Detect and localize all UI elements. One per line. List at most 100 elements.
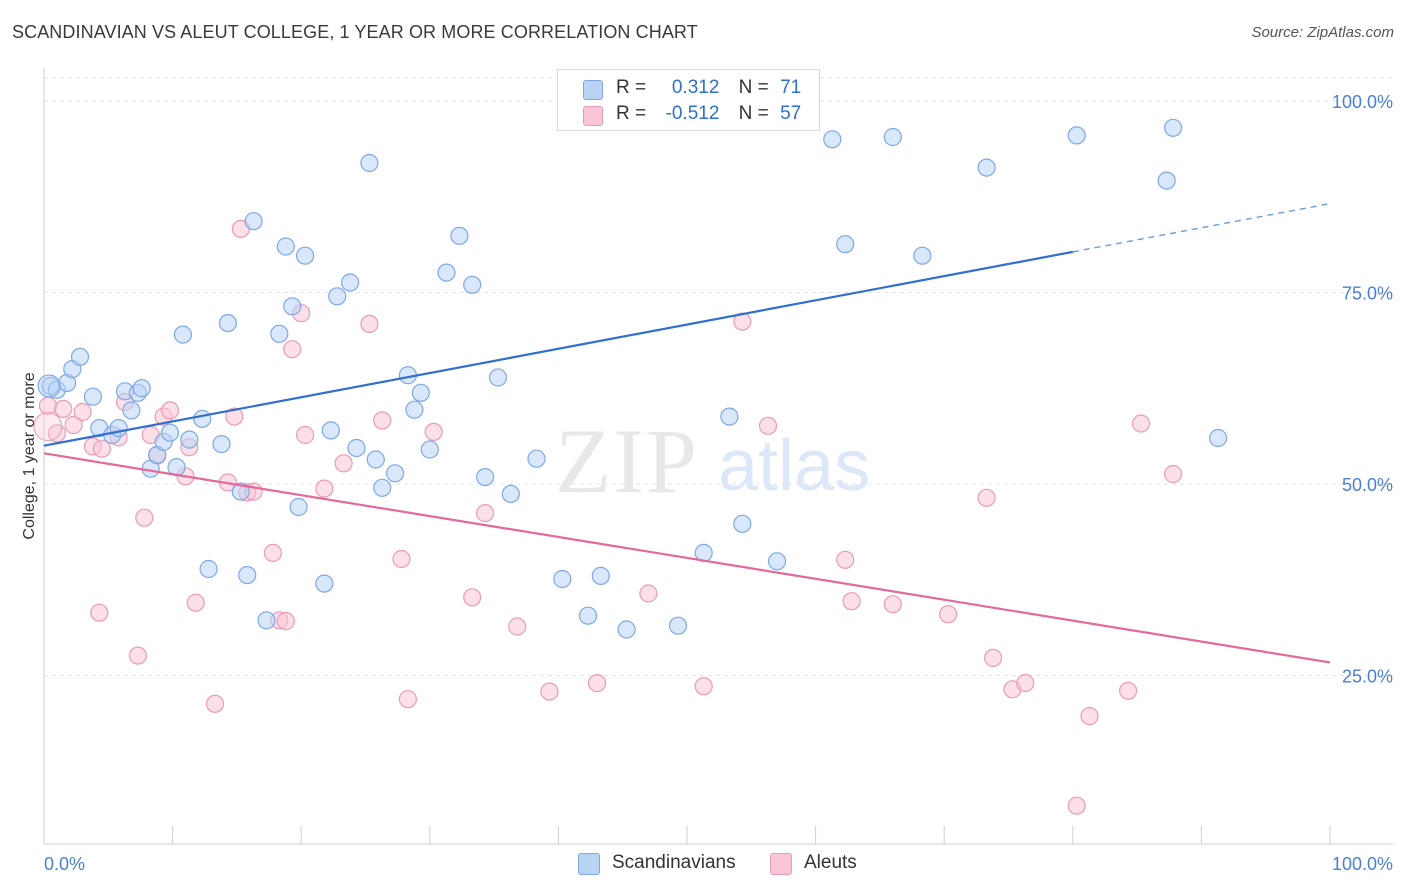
scandinavians-trend-line <box>43 250 1074 447</box>
scandinavian-point <box>836 235 855 254</box>
scandinavian-point <box>109 419 128 438</box>
legend-r-label: R = <box>616 77 647 98</box>
y-axis-label: College, 1 year or more <box>21 372 38 539</box>
aleuts-trend-line <box>43 452 1331 664</box>
aleut-point <box>476 503 495 523</box>
scandinavian-point <box>1067 126 1086 145</box>
aleut-point <box>842 592 861 611</box>
aleut-point <box>508 617 527 636</box>
aleut-point <box>186 593 205 612</box>
scandinavian-point <box>578 606 598 625</box>
aleut-point <box>90 603 109 622</box>
scandinavian-point <box>591 566 610 586</box>
scandinavian-point <box>733 514 752 533</box>
scandinavian-point <box>1163 118 1183 137</box>
legend-r-value: -0.512 <box>665 103 720 124</box>
scandinavian-point <box>360 153 379 173</box>
scandinavian-point <box>405 400 424 419</box>
aleut-point <box>1016 673 1035 693</box>
aleut-point <box>758 416 778 435</box>
scandinavian-point <box>70 347 90 366</box>
chart-title: SCANDINAVIAN VS ALEUT COLLEGE, 1 YEAR OR… <box>12 22 698 42</box>
scandinavian-point <box>347 438 366 458</box>
aleut-point <box>398 690 417 709</box>
scandinavian-point <box>527 449 546 468</box>
aleut-point <box>225 407 244 426</box>
watermark-zip: ZIP <box>555 410 699 512</box>
scandinavian-point <box>437 263 456 282</box>
aleut-point <box>639 584 658 603</box>
legend-swatch-blue <box>583 80 603 100</box>
aleut-point <box>64 415 83 435</box>
aleut-point <box>424 422 443 441</box>
aleut-point <box>694 677 713 696</box>
x-tick-labels: 0.0% 100.0% <box>44 854 1393 874</box>
scandinavian-point <box>257 611 276 630</box>
aleut-point <box>334 454 353 473</box>
scandinavians-trend-extension <box>1072 202 1331 253</box>
watermark: ZIP atlas <box>555 410 870 512</box>
legend-n-value: 71 <box>780 77 802 98</box>
gridlines <box>44 77 1392 676</box>
scandinavian-point <box>501 484 520 503</box>
y-tick-label: 25.0% <box>1342 666 1393 686</box>
legend-n-label: N = <box>738 103 769 124</box>
legend-n-label: N = <box>738 77 769 98</box>
scandinavian-point <box>37 374 61 398</box>
aleut-point <box>205 694 225 713</box>
legend-label: Aleuts <box>804 852 857 873</box>
scandinavian-point <box>420 440 439 459</box>
aleut-point <box>463 588 482 607</box>
scandinavian-point <box>913 246 932 265</box>
scandinavian-point <box>315 574 334 593</box>
x-tick-label: 100.0% <box>1332 854 1393 874</box>
scandinavian-point <box>823 130 842 149</box>
aleut-point <box>1131 414 1151 433</box>
aleut-point <box>73 402 92 422</box>
scandinavian-point <box>883 127 902 147</box>
scandinavian-point <box>366 450 385 469</box>
aleut-point <box>1163 464 1183 484</box>
legend-r-label: R = <box>616 103 647 124</box>
aleut-point <box>977 488 996 507</box>
aleut-point <box>128 646 147 665</box>
aleut-point <box>54 399 73 418</box>
scandinavian-point <box>122 401 141 420</box>
legend-label: Scandinavians <box>612 852 736 873</box>
aleut-point <box>836 550 855 569</box>
scandinavian-point <box>411 383 430 402</box>
legend-swatch-blue <box>578 853 600 875</box>
aleut-point <box>315 479 334 498</box>
aleut-point <box>373 411 392 430</box>
scandinavian-point <box>212 435 231 454</box>
scandinavian-point <box>977 158 996 177</box>
scandinavian-point <box>132 379 151 398</box>
x-tick-label: 0.0% <box>44 854 85 874</box>
scandinavian-point <box>720 407 739 426</box>
watermark-atlas: atlas <box>718 426 870 506</box>
y-tick-label: 50.0% <box>1342 475 1393 495</box>
scandinavian-point <box>244 212 263 231</box>
scandinavian-point <box>450 226 469 245</box>
aleut-point <box>263 543 282 563</box>
y-tick-label: 75.0% <box>1342 283 1393 303</box>
aleut-point <box>392 549 411 569</box>
y-tick-label: 100.0% <box>1332 92 1393 112</box>
aleut-point <box>587 673 607 693</box>
scandinavian-point <box>199 559 218 579</box>
scandinavians-points <box>37 118 1228 639</box>
legend-r-value: 0.312 <box>671 77 720 98</box>
legend-swatch-pink <box>770 853 792 875</box>
aleut-point <box>296 425 315 445</box>
legend-n-value: 57 <box>780 103 802 124</box>
scandinavian-point <box>328 287 347 306</box>
scandinavian-point <box>1157 171 1176 190</box>
scandinavian-point <box>668 616 688 635</box>
aleut-point <box>360 314 379 333</box>
aleut-point <box>92 439 112 458</box>
scandinavian-point <box>180 430 199 449</box>
scandinavian-point <box>488 368 508 387</box>
aleut-point <box>1118 681 1138 700</box>
aleut-point <box>276 611 295 631</box>
